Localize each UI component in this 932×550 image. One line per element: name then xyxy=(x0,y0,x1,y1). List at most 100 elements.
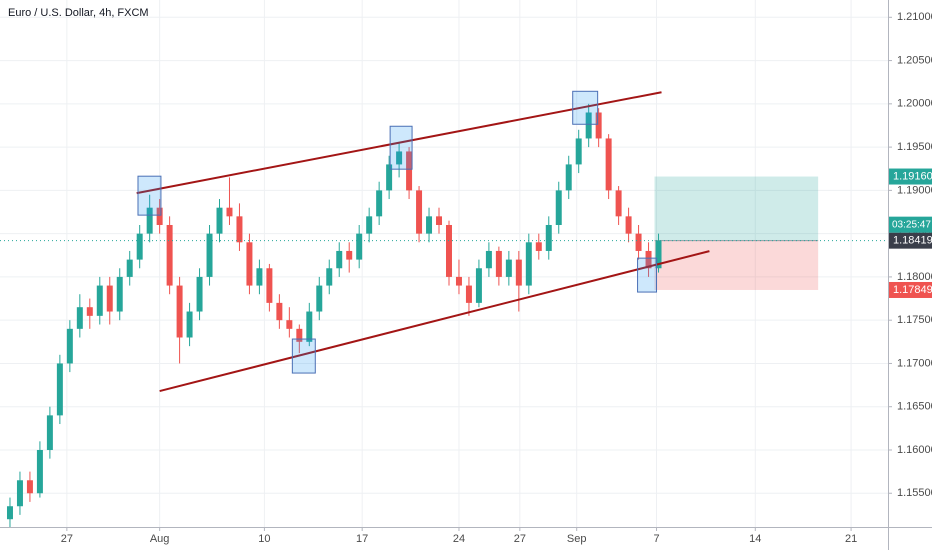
candle-body xyxy=(76,307,83,329)
candle-body xyxy=(605,138,612,191)
candle-body xyxy=(286,320,293,329)
candle-body xyxy=(376,190,383,217)
y-tick-label: 1.19500 xyxy=(897,141,932,153)
candle-body xyxy=(206,233,213,277)
x-tick-label: 7 xyxy=(653,533,659,545)
candle-body xyxy=(386,164,393,191)
candle-body xyxy=(106,285,113,312)
candle-body xyxy=(236,216,243,243)
loss-zone xyxy=(654,240,819,290)
candle-body xyxy=(485,250,492,269)
highlight-box xyxy=(637,257,658,293)
candle-body xyxy=(196,276,203,312)
plot-area xyxy=(0,90,888,528)
y-tick-label: 1.19000 xyxy=(897,184,932,196)
entry-tag: 1.18419 xyxy=(893,235,932,247)
candle-body xyxy=(436,216,443,225)
x-tick-label: 27 xyxy=(61,533,73,545)
candle-body xyxy=(366,216,373,234)
countdown-tag: 03:25:47 xyxy=(892,219,931,230)
trend-line xyxy=(136,91,662,195)
countdown-tag-bg xyxy=(889,216,932,233)
candle-body xyxy=(116,276,123,312)
candle-body xyxy=(545,224,552,251)
candle-body xyxy=(146,207,153,234)
candle-body xyxy=(266,268,273,303)
candle-body xyxy=(505,259,512,277)
candle-body xyxy=(346,250,353,260)
candle-body xyxy=(465,285,472,303)
trend-line xyxy=(159,250,710,393)
axes: 1.15500 1.16000 1.16500 1.17000 1.17500 1.180… xyxy=(61,11,932,545)
x-tick-label: 27 xyxy=(514,533,526,545)
candle-body xyxy=(126,259,133,277)
highlight-box xyxy=(137,175,162,216)
y-tick-label: 1.15500 xyxy=(897,487,932,499)
y-tick-label: 1.20500 xyxy=(897,54,932,66)
candle-body xyxy=(356,233,363,260)
candle-body xyxy=(276,302,283,321)
candle-body xyxy=(535,242,542,251)
candle-body xyxy=(416,190,423,234)
candle-body xyxy=(46,415,53,450)
y-tick-label: 1.17500 xyxy=(897,314,932,326)
candle-body xyxy=(176,285,183,338)
candle-body xyxy=(555,190,562,225)
entry-tag-bg xyxy=(889,232,932,249)
candle-body xyxy=(445,224,452,277)
candle-body xyxy=(645,250,652,269)
candle-body xyxy=(396,151,403,165)
y-tick-label: 1.21000 xyxy=(897,11,932,23)
candle-body xyxy=(156,207,163,225)
candle-body xyxy=(36,449,43,494)
x-tick-label: 21 xyxy=(845,533,857,545)
candle-body xyxy=(655,240,662,269)
x-tick-label: 24 xyxy=(453,533,465,545)
profit-zone xyxy=(654,176,819,241)
candle-body xyxy=(406,151,413,191)
candle-body xyxy=(66,328,73,364)
x-tick-label: 10 xyxy=(258,533,270,545)
candle-body xyxy=(186,311,193,338)
x-tick-label: 14 xyxy=(749,533,761,545)
candle-body xyxy=(96,285,103,316)
candle-body xyxy=(565,164,572,191)
candle-body xyxy=(296,328,303,342)
candle-body xyxy=(256,268,263,286)
candle-body xyxy=(635,233,642,251)
candle-body xyxy=(475,268,482,303)
highlight-box xyxy=(572,90,599,125)
candle-body xyxy=(575,138,582,165)
highlight-box xyxy=(291,338,316,374)
candle-body xyxy=(166,224,173,286)
candle-body xyxy=(306,311,313,342)
x-tick-label: 17 xyxy=(356,533,368,545)
y-tick-label: 1.16000 xyxy=(897,444,932,456)
x-tick-label: Aug xyxy=(150,533,170,545)
candle-body xyxy=(246,242,253,286)
candle-body xyxy=(6,506,13,520)
candle-body xyxy=(26,480,33,494)
candle-body xyxy=(525,242,532,286)
y-tick-label: 1.20000 xyxy=(897,98,932,110)
highlight-box xyxy=(389,125,413,170)
candle-body xyxy=(316,285,323,312)
target-tag-bg xyxy=(889,168,932,185)
candle-body xyxy=(56,363,63,416)
candle-body xyxy=(615,190,622,217)
y-tick-label: 1.16500 xyxy=(897,401,932,413)
candle-body xyxy=(226,207,233,217)
y-tick-label: 1.17000 xyxy=(897,357,932,369)
candle-body xyxy=(515,259,522,286)
stop-tag: 1.17849 xyxy=(893,284,932,296)
candle-body xyxy=(426,216,433,234)
candle-body xyxy=(136,233,143,260)
candle-body xyxy=(625,216,632,234)
candle-body xyxy=(216,207,223,234)
candle-body xyxy=(326,268,333,286)
candle-body xyxy=(495,250,502,277)
candle-body xyxy=(86,307,93,316)
y-tick-label: 1.18000 xyxy=(897,271,932,283)
